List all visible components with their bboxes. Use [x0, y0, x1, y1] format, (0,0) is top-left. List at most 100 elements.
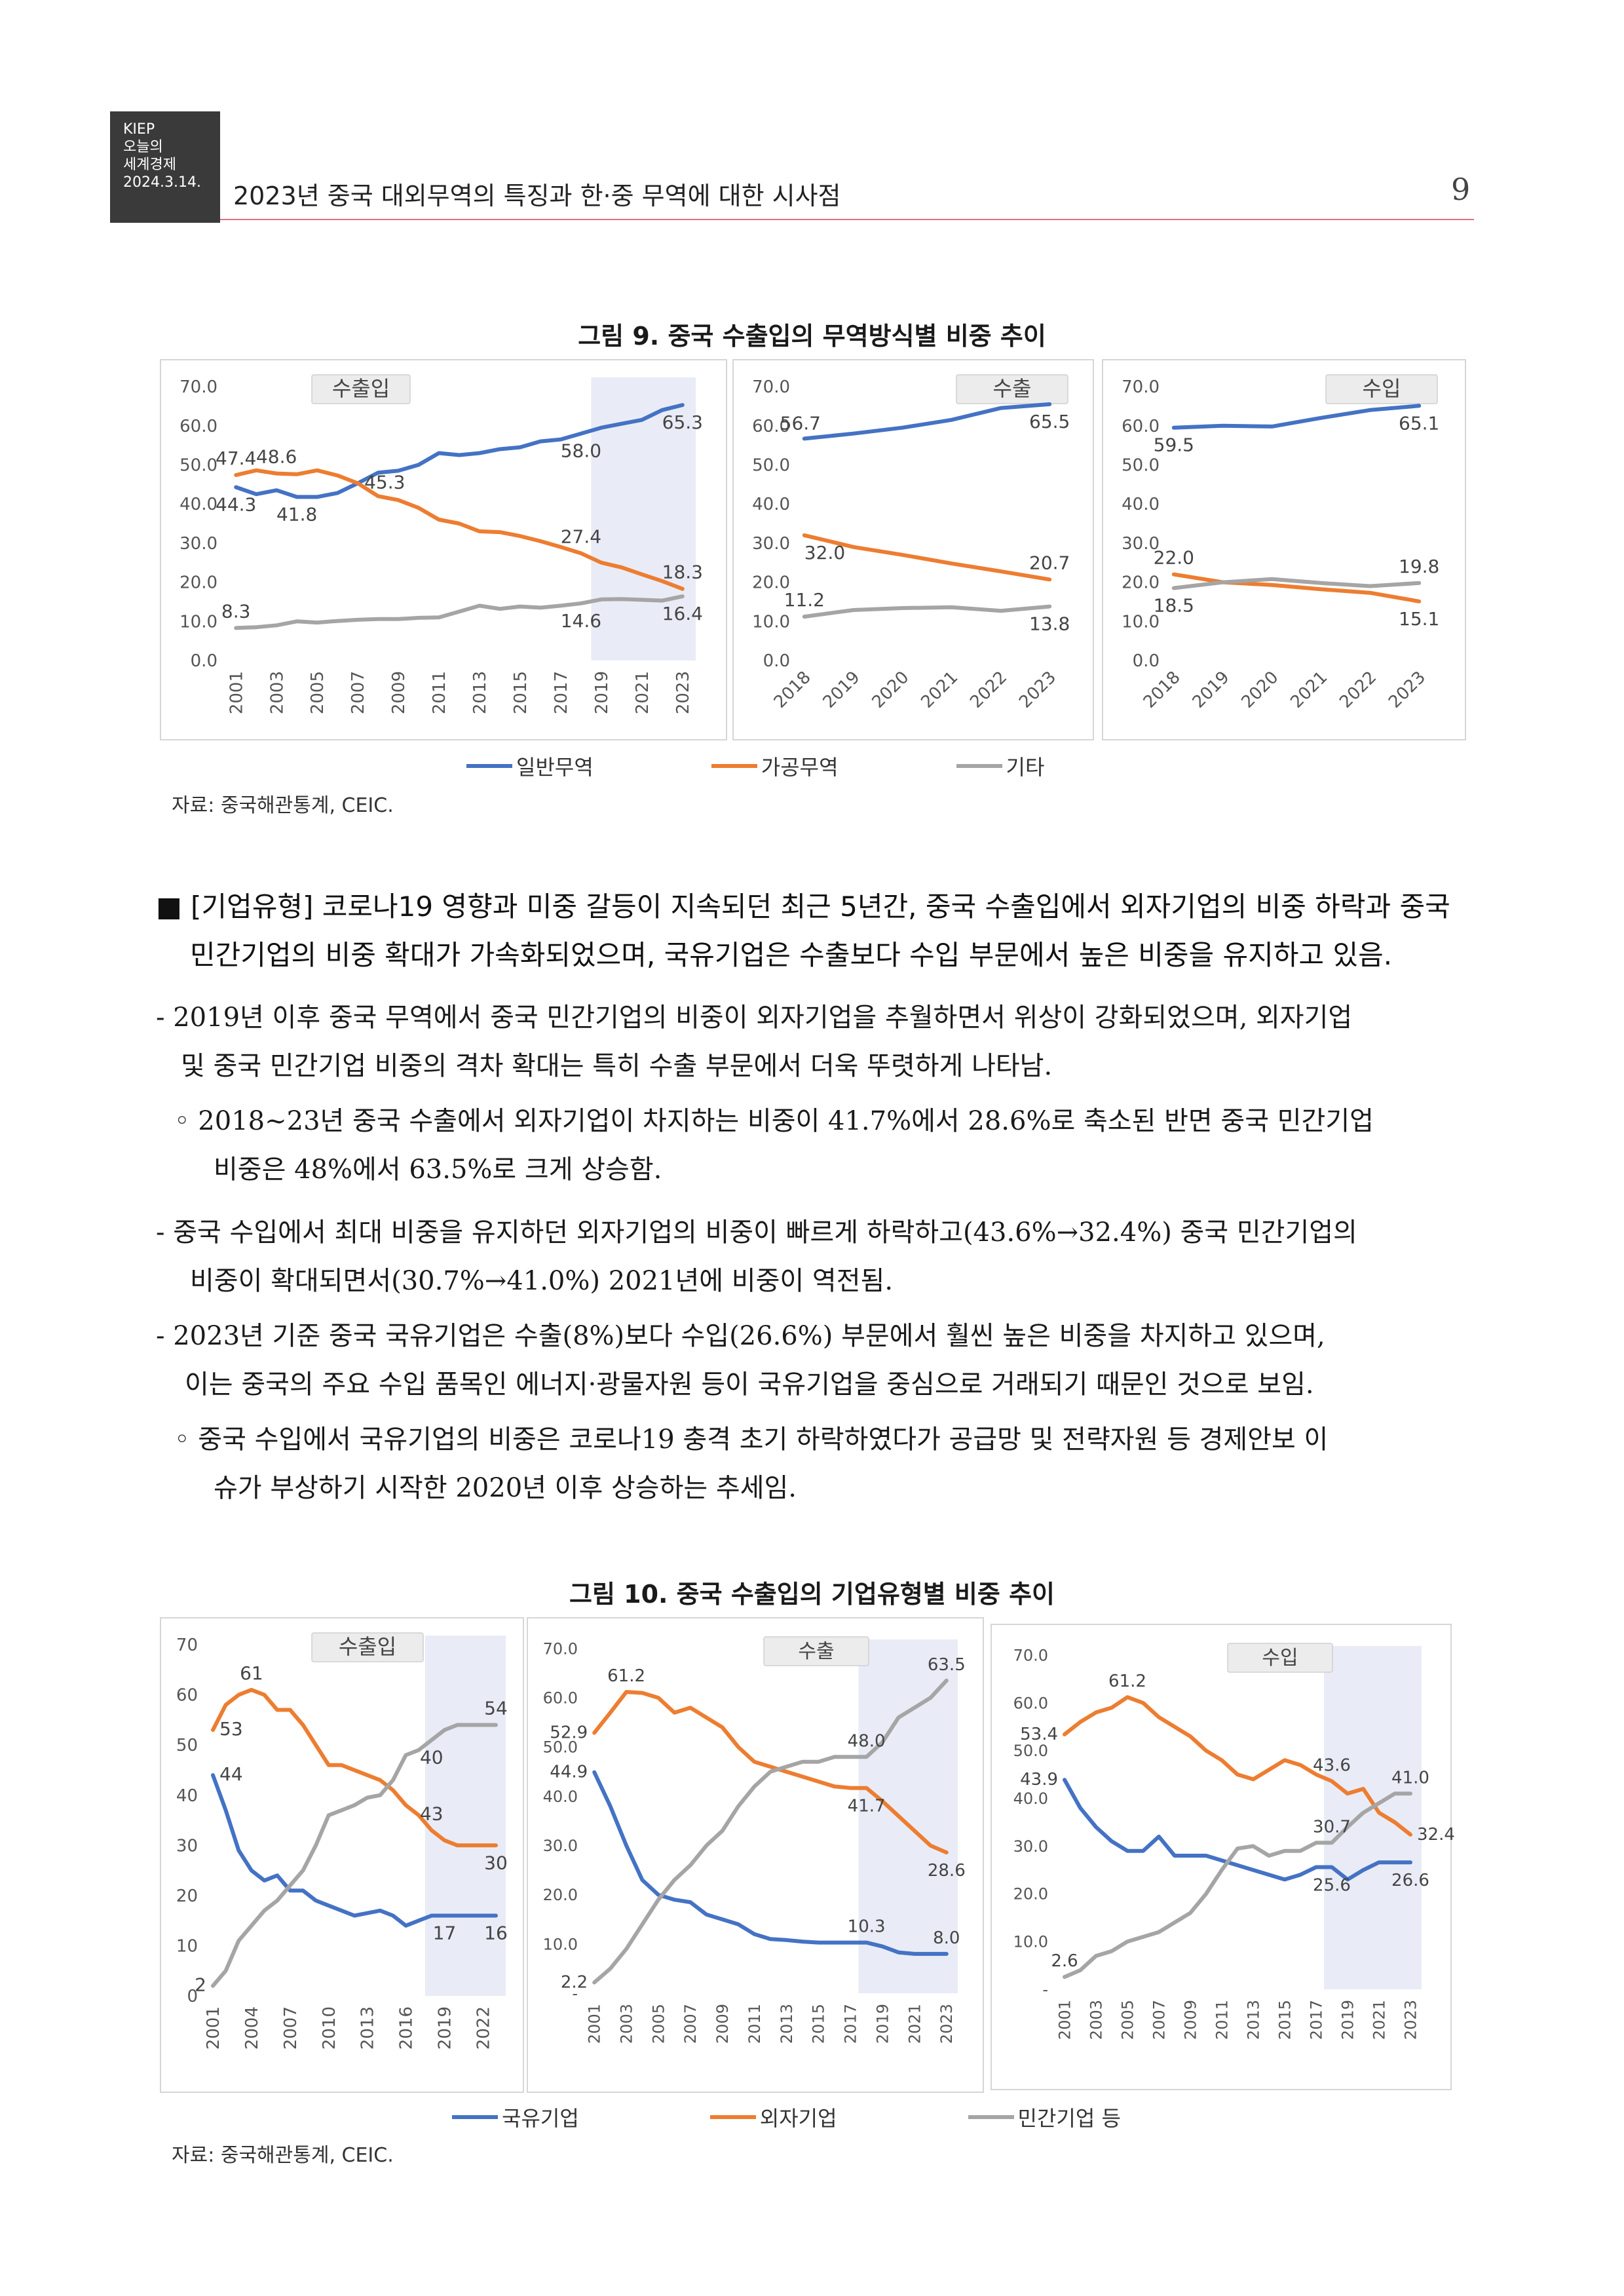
x-tick-label: 2018: [1140, 668, 1184, 712]
data-label: 13.8: [1029, 613, 1070, 635]
data-label: 44.9: [550, 1763, 588, 1782]
x-tick-label: 2003: [617, 2004, 635, 2044]
series-line-orange: [802, 533, 1052, 582]
x-tick-label: 2019: [820, 668, 864, 712]
paragraph3-sub-line1: ◦ 중국 수입에서 국유기업의 비중은 코로나19 충격 초기 하락하였다가 공…: [174, 1425, 1329, 1455]
data-label: 45.3: [364, 471, 405, 493]
x-tick-label: 2009: [713, 2004, 732, 2044]
series-line-orange: [592, 1690, 949, 1855]
y-tick-label: 10.0: [543, 1935, 578, 1953]
y-tick-label: 70.0: [543, 1639, 578, 1658]
chart-title: 수입: [1262, 1647, 1298, 1670]
data-label: 22.0: [1154, 547, 1194, 569]
y-tick-label: 0.0: [763, 651, 790, 671]
figure10-chart-export: 70.0 60.0 50.0 40.0 30.0 20.0 10.0 -2001 2003 200…: [543, 1636, 966, 2044]
x-tick-label: 2003: [1087, 2000, 1105, 2040]
chart-title-box: [311, 374, 411, 404]
data-label: 40: [420, 1746, 444, 1768]
figure10-chart-import: 70.0 60.0 50.0 40.0 30.0 20.0 10.0 -2001 2003 200…: [1013, 1643, 1455, 2040]
x-tick-label: 2017: [1307, 2000, 1325, 2040]
y-tick-label: 10: [176, 1937, 198, 1957]
data-label: 61.2: [607, 1666, 645, 1686]
data-label: 32.0: [804, 542, 845, 564]
chart-title: 수입: [1363, 376, 1401, 401]
x-tick-label: 2005: [308, 671, 328, 714]
legend-label-other: 기타: [1006, 755, 1045, 780]
header-title: 2023년 중국 대외무역의 특징과 한·중 무역에 대한 시사점: [233, 182, 841, 210]
issue-date: 2024.3.14.: [123, 174, 201, 191]
x-tick-label: 2019: [592, 671, 612, 714]
legend-swatch-general: [466, 764, 512, 768]
series-line-orange: [1063, 1695, 1412, 1837]
page-number: 9: [1451, 172, 1471, 207]
figure9-legend: 일반무역 가공무역 기타: [466, 751, 1044, 781]
data-label: 10.3: [848, 1917, 886, 1937]
y-tick-label: 40.0: [1122, 495, 1160, 514]
y-tick-label: 70: [176, 1636, 198, 1655]
x-tick-label: 2001: [227, 671, 246, 714]
data-label: 16: [484, 1922, 508, 1943]
kiep-label-box: KIEP 오늘의 세계경제 2024.3.14.: [110, 111, 220, 223]
paragraph2-line2: 비중이 확대되면서(30.7%→41.0%) 2021년에 비중이 역전됨.: [190, 1266, 894, 1296]
data-label: 48.0: [848, 1731, 886, 1751]
figure10-panel-import: 70.0 60.0 50.0 40.0 30.0 20.0 10.0 -2001 2003 200…: [991, 1624, 1455, 2090]
data-label: 52.9: [550, 1723, 588, 1742]
figure9-chart-trade: 70.0 60.0 50.0 40.0 30.0 20.0 10.0 0.0 2001 2003 2…: [179, 374, 703, 714]
x-tick-label: 2018: [770, 668, 815, 712]
y-tick-label: 40.0: [752, 495, 790, 514]
shaded-period: [425, 1636, 506, 1996]
legend-swatch-private: [968, 2115, 1014, 2119]
x-tick-label: 2021: [1370, 2000, 1388, 2040]
y-tick-label: 70.0: [179, 377, 217, 397]
y-tick-label: 50: [176, 1736, 198, 1755]
x-tick-label: 2016: [397, 2006, 417, 2050]
y-tick-label: -: [572, 1984, 578, 2002]
y-tick-label: 0.0: [191, 651, 217, 671]
x-tick-label: 2023: [1401, 2000, 1420, 2040]
y-tick-label: 20.0: [179, 573, 217, 593]
header-rule: [220, 219, 1474, 220]
x-tick-label: 2013: [778, 2004, 796, 2044]
y-tick-label: 30.0: [752, 534, 790, 554]
x-tick-label: 2022: [966, 668, 1011, 712]
paragraph1-line1: - 2019년 이후 중국 무역에서 중국 민간기업의 비중이 외자기업을 추월…: [156, 1003, 1353, 1033]
x-tick-label: 2020: [869, 668, 913, 712]
series-line2: 세계경제: [123, 157, 176, 173]
y-tick-label: 20.0: [1122, 573, 1160, 593]
y-tick-label: 50.0: [1013, 1742, 1048, 1760]
chart-title: 수출: [798, 1640, 834, 1663]
chart-title: 수출: [993, 376, 1032, 401]
legend-label-foreign: 외자기업: [759, 2106, 837, 2131]
data-label: 61.2: [1108, 1672, 1146, 1691]
series-line-orange: [1171, 572, 1422, 603]
x-tick-label: 2019: [873, 2004, 892, 2044]
x-tick-label: 2019: [436, 2006, 455, 2050]
chart-title-box: [763, 1636, 869, 1666]
y-tick-label: 20.0: [1013, 1885, 1048, 1904]
data-label: 8.3: [221, 600, 251, 622]
data-label: 16.4: [662, 603, 703, 624]
section-heading-line2: 민간기업의 비중 확대가 가속화되었으며, 국유기업은 수출보다 수입 부문에서…: [190, 939, 1393, 971]
y-tick-label: 30.0: [1013, 1837, 1048, 1856]
x-tick-label: 2013: [470, 671, 490, 714]
series-line-gray: [1171, 577, 1422, 590]
x-tick-label: 2007: [349, 671, 368, 714]
x-tick-label: 2004: [242, 2006, 262, 2050]
y-tick-label: 60.0: [752, 417, 790, 436]
x-tick-label: 2023: [1015, 668, 1060, 712]
x-tick-label: 2015: [1275, 2000, 1294, 2040]
x-tick-label: 2003: [267, 671, 287, 714]
legend-label-state: 국유기업: [502, 2106, 579, 2131]
x-tick-label: 2022: [474, 2006, 493, 2050]
org-name: KIEP: [123, 121, 155, 138]
data-label: 44.3: [216, 493, 256, 515]
y-tick-label: 50.0: [1122, 456, 1160, 476]
chart-title-box: [1325, 374, 1438, 404]
x-tick-label: 2007: [281, 2006, 301, 2050]
data-label: 41.7: [848, 1797, 886, 1816]
figure9-panel-export: 70.0 60.0 50.0 40.0 30.0 20.0 10.0 0.0 2018 2019 2…: [732, 359, 1094, 740]
y-tick-label: 60.0: [1013, 1694, 1048, 1712]
data-label: 14.6: [561, 610, 601, 632]
legend-swatch-other: [956, 764, 1002, 768]
